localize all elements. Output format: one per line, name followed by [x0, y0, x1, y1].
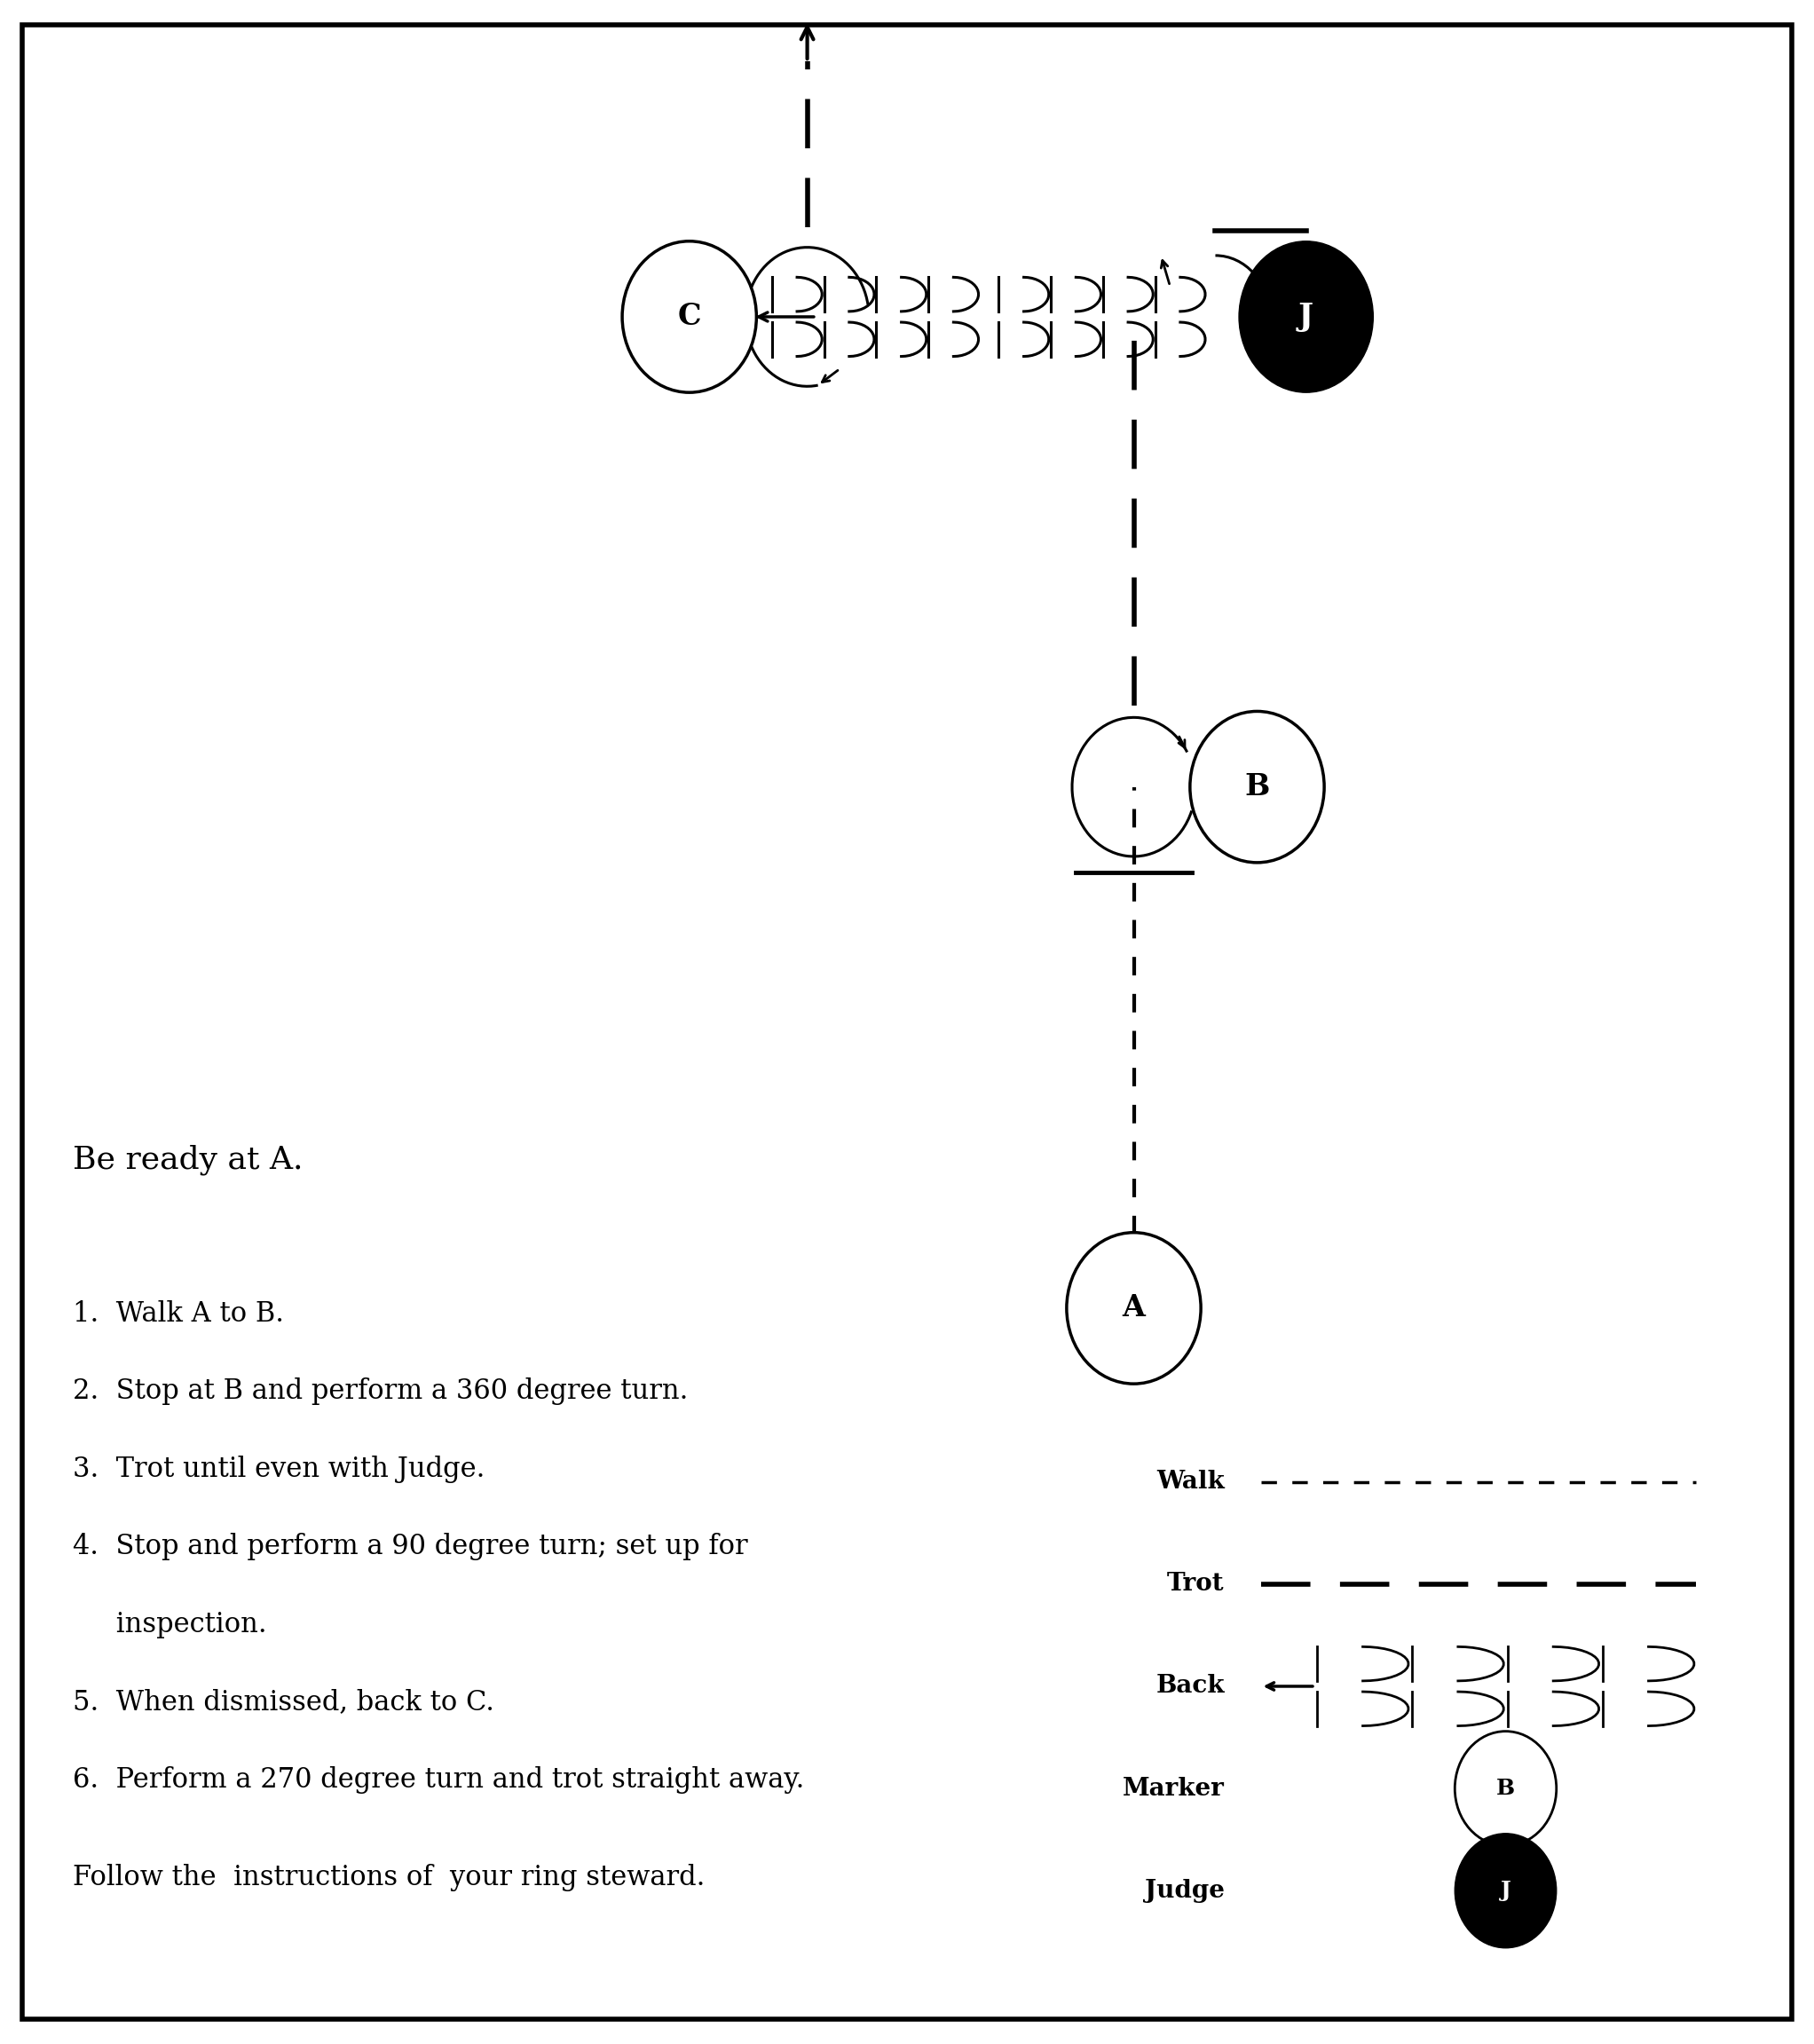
Text: 3.  Trot until even with Judge.: 3. Trot until even with Judge. — [73, 1455, 484, 1482]
Text: 6.  Perform a 270 degree turn and trot straight away.: 6. Perform a 270 degree turn and trot st… — [73, 1766, 804, 1793]
Text: Judge: Judge — [1145, 1878, 1224, 1903]
Text: B: B — [1497, 1778, 1515, 1799]
Text: J: J — [1500, 1880, 1511, 1901]
Text: A: A — [1123, 1294, 1145, 1322]
Text: C: C — [678, 303, 700, 331]
Circle shape — [1067, 1233, 1201, 1384]
Text: J: J — [1299, 303, 1313, 331]
Text: inspection.: inspection. — [73, 1611, 267, 1637]
Circle shape — [1455, 1731, 1556, 1846]
Text: 4.  Stop and perform a 90 degree turn; set up for: 4. Stop and perform a 90 degree turn; se… — [73, 1533, 747, 1560]
Text: 2.  Stop at B and perform a 360 degree turn.: 2. Stop at B and perform a 360 degree tu… — [73, 1378, 688, 1404]
Text: 1.  Walk A to B.: 1. Walk A to B. — [73, 1300, 283, 1327]
Text: Be ready at A.: Be ready at A. — [73, 1145, 303, 1175]
Text: 5.  When dismissed, back to C.: 5. When dismissed, back to C. — [73, 1688, 493, 1715]
Text: Trot: Trot — [1166, 1572, 1224, 1596]
Text: Follow the  instructions of  your ring steward.: Follow the instructions of your ring ste… — [73, 1864, 706, 1891]
Text: Marker: Marker — [1123, 1776, 1224, 1801]
Text: Walk: Walk — [1156, 1470, 1224, 1494]
Circle shape — [1190, 711, 1324, 863]
Text: B: B — [1244, 773, 1270, 801]
Circle shape — [1239, 241, 1373, 392]
Circle shape — [1455, 1833, 1556, 1948]
Circle shape — [622, 241, 756, 392]
Text: Back: Back — [1156, 1674, 1224, 1699]
